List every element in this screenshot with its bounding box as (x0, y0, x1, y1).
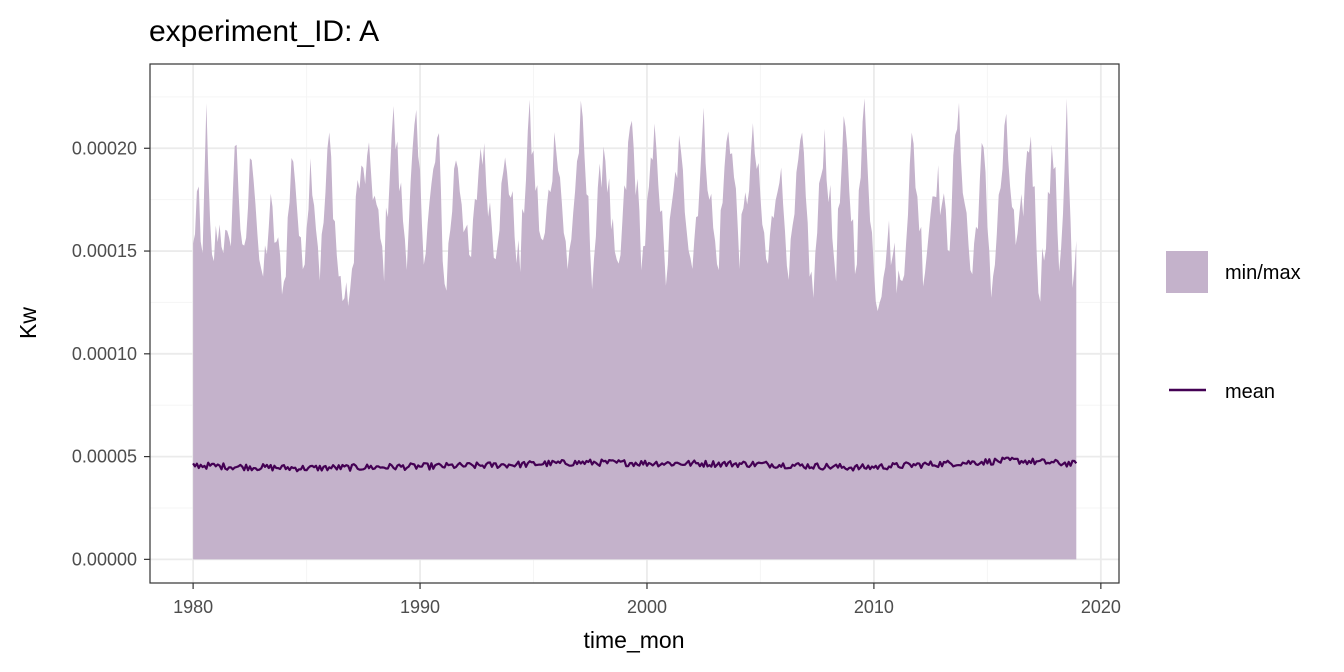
legend: min/max mean (1166, 251, 1301, 403)
legend-swatch-min-max (1166, 251, 1208, 293)
y-tick-label: 0.00015 (72, 241, 137, 261)
legend-label-min-max: min/max (1225, 262, 1301, 284)
y-tick-label: 0.00020 (72, 138, 137, 158)
y-tick-label: 0.00000 (72, 549, 137, 569)
x-tick-label: 1990 (400, 597, 440, 617)
y-axis-ticks: 0.00000 0.00005 0.00010 0.00015 0.00020 (72, 138, 150, 569)
chart-title: experiment_ID: A (149, 15, 379, 48)
min-max-ribbon-layer (193, 98, 1077, 560)
x-axis-ticks: 1980 1990 2000 2010 2020 (173, 583, 1121, 617)
x-tick-label: 2020 (1081, 597, 1121, 617)
mean-line-layer (192, 456, 1078, 473)
x-tick-label: 2000 (627, 597, 667, 617)
min-max-ribbon (193, 98, 1077, 560)
y-axis-title: Kw (15, 307, 41, 339)
y-tick-label: 0.00010 (72, 344, 137, 364)
mean-line (192, 456, 1078, 473)
y-tick-label: 0.00005 (72, 447, 137, 467)
x-axis-title: time_mon (584, 627, 685, 653)
x-tick-label: 1980 (173, 597, 213, 617)
legend-label-mean: mean (1225, 381, 1275, 403)
panel-border (149, 63, 1120, 584)
x-tick-label: 2010 (854, 597, 894, 617)
